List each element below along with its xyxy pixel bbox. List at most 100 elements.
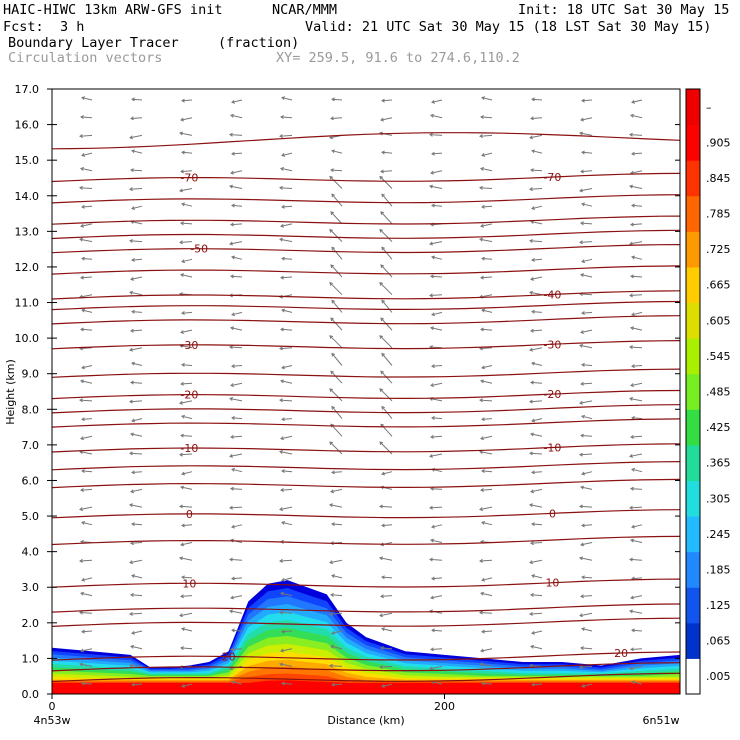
colorbar-swatch xyxy=(686,160,700,197)
wind-vector-head xyxy=(329,560,333,565)
wind-vector xyxy=(130,488,143,493)
wind-vector-head xyxy=(230,434,234,439)
wind-vector-head xyxy=(429,505,433,510)
wind-vector xyxy=(331,353,343,366)
wind-vector-head xyxy=(281,577,286,582)
wind-vector xyxy=(580,647,593,650)
wind-vector xyxy=(429,241,443,245)
wind-vector-head xyxy=(280,115,284,120)
wind-vector xyxy=(231,99,243,103)
colorbar-swatch xyxy=(686,266,700,304)
wind-vector xyxy=(131,311,143,313)
y-tick-label: 17.0 xyxy=(15,83,40,96)
wind-vector xyxy=(279,238,293,243)
wind-vector-head xyxy=(631,99,636,104)
wind-vector-head xyxy=(281,629,285,634)
wind-vector-head xyxy=(431,255,436,260)
wind-vector xyxy=(330,264,343,278)
wind-vector xyxy=(130,594,143,597)
wind-vector-head xyxy=(331,193,335,198)
wind-vector xyxy=(79,559,93,562)
wind-vector xyxy=(530,329,543,332)
wind-vector-head xyxy=(629,557,633,562)
wind-vector-head xyxy=(581,627,586,632)
wind-vector-head xyxy=(279,185,283,190)
wind-vector xyxy=(481,205,493,208)
wind-vector-head xyxy=(580,169,584,174)
wind-vector-head xyxy=(480,223,485,228)
wind-vector-head xyxy=(630,647,634,652)
wind-vector xyxy=(529,504,543,508)
wind-vector xyxy=(531,418,543,422)
wind-vector xyxy=(80,488,93,491)
wind-vector xyxy=(631,629,643,632)
wind-vector xyxy=(629,506,643,509)
colorbar-label: .185 xyxy=(706,563,731,576)
wind-vector-head xyxy=(381,575,385,580)
wind-vector-head xyxy=(531,630,536,635)
wind-vector-head xyxy=(181,150,185,155)
wind-vector xyxy=(730,189,740,190)
wind-vector-head xyxy=(381,627,386,632)
wind-vector-head xyxy=(381,150,385,155)
wind-vector xyxy=(129,504,143,508)
wind-vector-head xyxy=(81,681,85,686)
wind-vector-head xyxy=(281,153,286,157)
wind-vector xyxy=(180,117,193,121)
wind-vector-head xyxy=(529,611,533,616)
wind-vector xyxy=(479,134,493,137)
wind-vector-head xyxy=(331,299,335,304)
colorbar-swatch xyxy=(686,480,700,517)
wind-vector-head xyxy=(79,610,83,615)
wind-vector-head xyxy=(531,149,536,154)
wind-vector-head xyxy=(281,417,285,422)
temperature-contour xyxy=(52,194,680,204)
wind-vector-head xyxy=(380,211,385,215)
wind-vector-head xyxy=(80,166,85,171)
wind-vector-head xyxy=(229,505,233,510)
wind-vector-head xyxy=(79,185,83,190)
y-tick-label: 5.0 xyxy=(22,510,40,523)
wind-vector-head xyxy=(732,98,735,101)
wind-vector xyxy=(430,382,443,387)
wind-vector xyxy=(331,300,343,313)
wind-vector-head xyxy=(531,361,536,366)
wind-vector xyxy=(580,595,593,597)
wind-vector xyxy=(531,575,543,579)
y-tick-label: 12.0 xyxy=(15,261,40,274)
xy-readout: XY= 259.5, 91.6 to 274.6,110.2 xyxy=(276,50,520,66)
wind-vector-head xyxy=(630,486,634,491)
wind-vector-head xyxy=(381,299,385,304)
wind-vector xyxy=(280,276,293,279)
wind-vector xyxy=(180,329,193,333)
wind-vector-head xyxy=(229,397,233,401)
wind-vector-head xyxy=(280,379,285,384)
wind-vector xyxy=(329,612,343,615)
wind-vector-head xyxy=(281,204,285,209)
wind-vector-head xyxy=(730,452,733,455)
wind-vector-head xyxy=(181,627,186,632)
wind-vector-head xyxy=(79,237,83,242)
wind-vector xyxy=(79,134,93,137)
wind-vector xyxy=(381,683,393,687)
wind-vector xyxy=(231,577,243,580)
wind-vector xyxy=(279,347,293,350)
wind-vector-head xyxy=(530,644,535,649)
wind-vector-head xyxy=(579,452,583,457)
contour-label: -30 xyxy=(180,339,198,352)
wind-vector-head xyxy=(331,97,335,102)
wind-vector xyxy=(380,647,393,650)
wind-vector xyxy=(330,317,343,331)
wind-vector-head xyxy=(131,574,136,578)
wind-vector xyxy=(330,594,343,597)
wind-vector-head xyxy=(631,151,635,156)
wind-vector-head xyxy=(231,312,236,317)
wind-vector xyxy=(131,418,143,422)
wind-vector-head xyxy=(481,629,485,634)
contour-label: 0 xyxy=(549,507,556,520)
wind-vector xyxy=(529,400,543,403)
wind-vector-head xyxy=(130,644,135,649)
wind-vector xyxy=(431,99,443,103)
wind-vector xyxy=(180,542,193,546)
colorbar-label: .065 xyxy=(706,635,731,648)
